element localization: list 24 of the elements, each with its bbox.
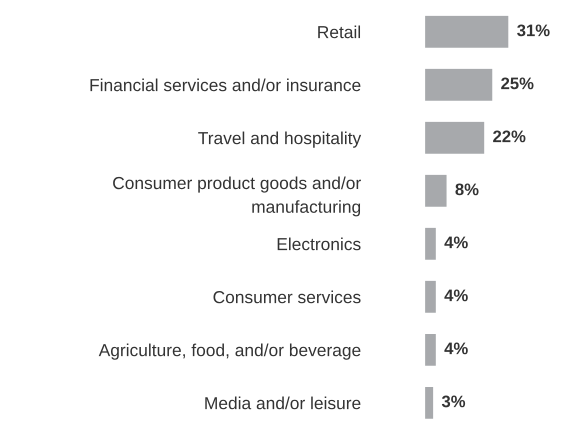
data-label: 25%: [501, 77, 534, 90]
y-tick-label: Financial services and/or insurance: [90, 78, 360, 92]
bar: [425, 228, 436, 260]
data-label: 4%: [444, 236, 468, 248]
data-label: 8%: [455, 183, 479, 196]
y-tick-label: Agriculture, food, and/or beverage: [98, 344, 360, 360]
bar: [425, 334, 436, 366]
data-label: 22%: [493, 130, 526, 142]
y-tick-label: Consumer product goods and/or manufacturing: [113, 176, 361, 216]
data-label: 3%: [442, 396, 466, 408]
bar: [425, 68, 492, 101]
bar: [425, 386, 434, 419]
y-tick-label: Media and/or leisure: [205, 396, 360, 410]
bar: [425, 16, 508, 48]
data-label: 4%: [444, 290, 468, 302]
bar: [425, 280, 436, 313]
y-tick-label: Consumer services: [213, 290, 361, 304]
data-label: 31%: [517, 24, 550, 36]
y-tick-label: Electronics: [278, 238, 361, 250]
data-label: 4%: [444, 342, 468, 354]
bar: [425, 122, 484, 154]
y-tick-label: Travel and hospitality: [198, 132, 362, 148]
bar: [425, 174, 447, 207]
y-tick-label: Retail: [318, 26, 360, 38]
